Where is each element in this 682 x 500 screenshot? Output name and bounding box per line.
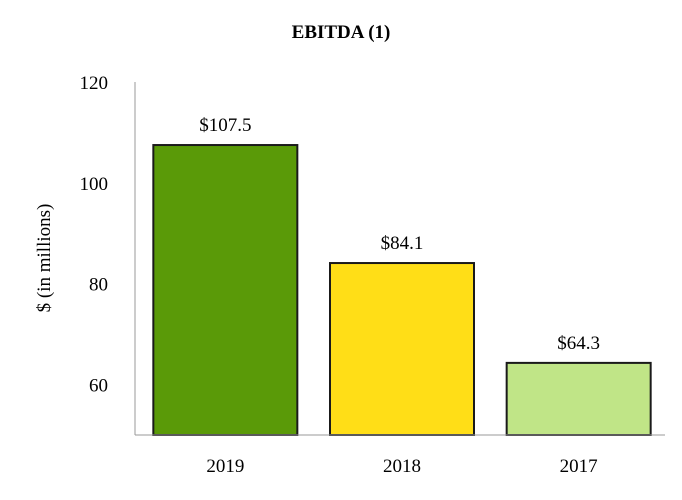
data-label-2017: $64.3 [557, 333, 600, 354]
bar-2019 [152, 144, 299, 437]
bar-2018 [329, 262, 475, 436]
data-label-2018: $84.1 [381, 233, 424, 254]
y-tick-label: 80 [89, 275, 108, 296]
bar-data-labels: $107.5 $84.1 $64.3 [199, 115, 600, 354]
y-axis-ticks: 60 80 100 120 [80, 73, 109, 397]
bars [152, 144, 652, 437]
chart-title: EBITDA (1) [292, 22, 391, 43]
data-label-2019: $107.5 [199, 115, 251, 136]
x-tick-label-2018: 2018 [383, 456, 421, 477]
y-tick-label: 100 [80, 174, 109, 195]
x-tick-label-2017: 2017 [560, 456, 598, 477]
y-tick-label: 60 [89, 376, 108, 397]
x-tick-label-2019: 2019 [206, 456, 244, 477]
y-tick-label: 120 [80, 73, 109, 94]
bar-2017 [505, 361, 652, 436]
y-axis-label: $ (in millions) [34, 204, 55, 313]
x-axis-ticks: 2019 2018 2017 [206, 456, 597, 477]
